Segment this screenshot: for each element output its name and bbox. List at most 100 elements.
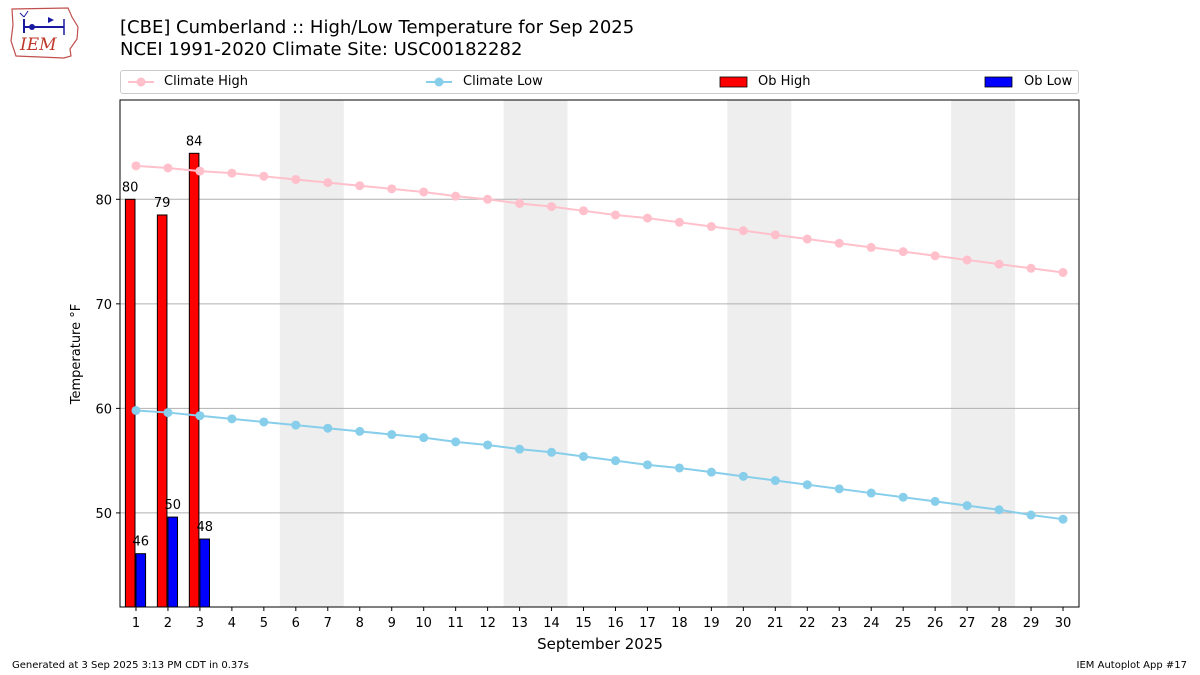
climate-low-point (994, 505, 1004, 515)
climate-low-point (834, 484, 844, 494)
x-tick-label: 30 (1055, 616, 1072, 631)
climate-low-point (483, 440, 493, 450)
x-tick-label: 23 (831, 616, 848, 631)
weekend-band (951, 100, 1016, 607)
x-tick-label: 21 (767, 616, 784, 631)
climate-high-line (135, 164, 1064, 274)
climate-low-point (930, 496, 940, 506)
ob-high-label: 80 (122, 180, 139, 195)
x-tick-label: 26 (927, 616, 944, 631)
climate-high-point (770, 230, 780, 240)
climate-high-point (674, 217, 684, 227)
weekend-band (503, 100, 568, 607)
ob-high-swatch-icon (719, 76, 748, 88)
x-tick-label: 11 (447, 616, 464, 631)
y-tick-label: 50 (95, 507, 112, 522)
climate-low-point (770, 476, 780, 486)
x-tick-label: 17 (639, 616, 656, 631)
chart-title: [CBE] Cumberland :: High/Low Temperature… (120, 17, 634, 61)
climate-high-point (642, 213, 652, 223)
x-tick-label: 29 (1023, 616, 1040, 631)
climate-high-point (930, 251, 940, 261)
climate-low-point (898, 492, 908, 502)
climate-low-point (802, 480, 812, 490)
ob-low-label: 50 (164, 498, 181, 513)
x-tick-label: 13 (511, 616, 528, 631)
climate-high-point (962, 255, 972, 265)
climate-low-point (259, 417, 269, 427)
y-axis-label: Temperature °F (69, 304, 84, 405)
climate-high-point (802, 234, 812, 244)
weekend-band (279, 100, 344, 607)
climate-low-point (227, 414, 237, 424)
climate-high-point (259, 171, 269, 181)
climate-lines (131, 161, 1068, 524)
x-tick-label: 8 (356, 616, 364, 631)
climate-high-point (131, 161, 141, 171)
climate-low-point (706, 467, 716, 477)
climate-high-point (195, 166, 205, 176)
climate-high-point (323, 178, 333, 188)
footer-generated: Generated at 3 Sep 2025 3:13 PM CDT in 0… (12, 660, 249, 671)
climate-low-point (323, 423, 333, 433)
climate-high-point (163, 163, 173, 173)
climate-high-point (994, 259, 1004, 269)
climate-low-point (291, 420, 301, 430)
climate-high-point (387, 184, 397, 194)
climate-low-point (738, 471, 748, 481)
x-tick-label: 1 (132, 616, 140, 631)
x-tick-label: 9 (388, 616, 396, 631)
x-tick-label: 18 (671, 616, 688, 631)
climate-low-point (195, 411, 205, 421)
climate-high-point (547, 202, 557, 212)
x-tick-label: 19 (703, 616, 720, 631)
climate-high-point (706, 221, 716, 231)
climate-high-point (227, 168, 237, 178)
climate-high-point (866, 242, 876, 252)
ob-low-swatch-icon (984, 76, 1013, 88)
x-tick-label: 7 (324, 616, 332, 631)
x-tick-label: 28 (991, 616, 1008, 631)
climate-high-point (355, 181, 365, 191)
climate-high-point (291, 174, 301, 184)
climate-low-point (355, 426, 365, 436)
climate-high-point (419, 187, 429, 197)
climate-high-point (483, 194, 493, 204)
ob-low-bar (167, 516, 179, 608)
ob-low-label: 48 (196, 520, 213, 535)
climate-high-point (579, 206, 589, 216)
climate-low-point (131, 405, 141, 415)
title-line-1: [CBE] Cumberland :: High/Low Temperature… (120, 17, 635, 38)
climate-high-point (738, 226, 748, 236)
climate-low-point (579, 451, 589, 461)
ob-low-bar (199, 538, 211, 608)
x-tick-label: 3 (196, 616, 204, 631)
x-tick-label: 20 (735, 616, 752, 631)
x-tick-label: 24 (863, 616, 880, 631)
ob-low-label: 46 (133, 535, 150, 550)
title-line-2: NCEI 1991-2020 Climate Site: USC00182282 (120, 39, 523, 60)
bar-value-labels: 80 79 84 46 50 48 (122, 134, 213, 549)
x-tick-label: 25 (895, 616, 912, 631)
ob-low-bar (135, 553, 147, 608)
climate-low-point (866, 488, 876, 498)
y-tick-label: 70 (95, 298, 112, 313)
x-tick-label: 4 (228, 616, 236, 631)
x-tick-label: 15 (575, 616, 592, 631)
ob-high-label: 79 (154, 196, 171, 211)
climate-low-line (135, 409, 1064, 521)
climate-low-point (1058, 514, 1068, 524)
grid-lines (120, 198, 1079, 514)
legend-label-climate-low: Climate Low (463, 74, 543, 89)
climate-low-point (642, 460, 652, 470)
x-tick-label: 5 (260, 616, 268, 631)
iem-logo: IEM (8, 5, 82, 60)
climate-low-point (451, 437, 461, 447)
climate-high-point (898, 247, 908, 257)
climate-high-point (834, 238, 844, 248)
climate-high-point (1058, 267, 1068, 277)
legend-label-ob-high: Ob High (758, 74, 811, 89)
x-tick-label: 10 (415, 616, 432, 631)
